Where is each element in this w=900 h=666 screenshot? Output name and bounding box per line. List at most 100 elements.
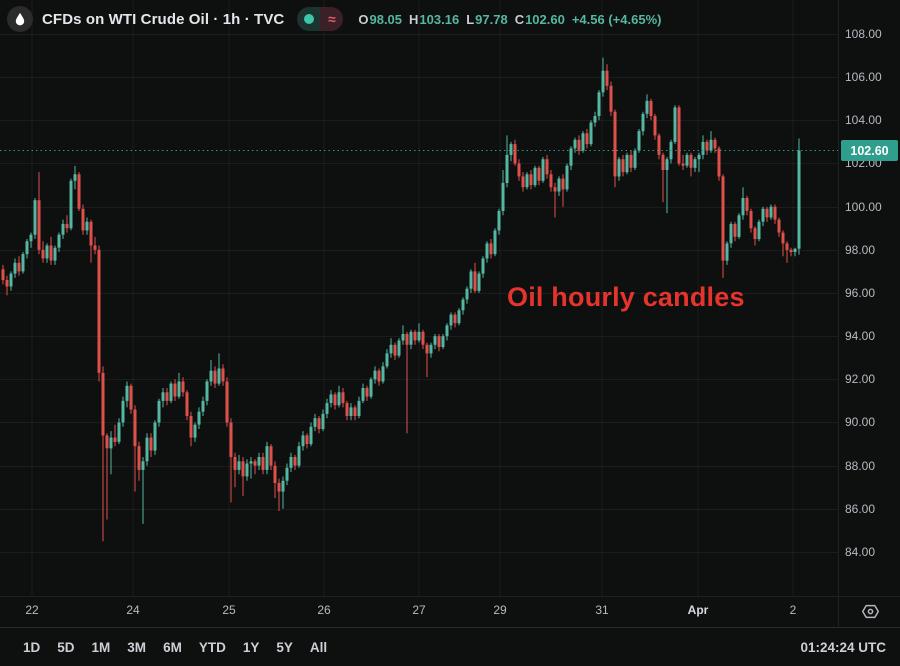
market-status-approx[interactable]: ≈ xyxy=(320,7,344,31)
candle xyxy=(769,206,773,218)
chart-text-annotation[interactable]: Oil hourly candles xyxy=(507,282,745,312)
candle xyxy=(465,288,469,300)
price-axis-divider xyxy=(838,0,839,627)
price-axis[interactable]: 108.00 106.00 104.00 102.00 100.00 98.00 96.00… xyxy=(838,0,900,596)
time-tick-label: 27 xyxy=(412,603,426,617)
candle xyxy=(609,85,613,112)
candle xyxy=(393,344,397,356)
candle xyxy=(105,435,109,449)
range-button-1y[interactable]: 1Y xyxy=(242,639,260,655)
candle xyxy=(665,159,669,170)
candle xyxy=(337,392,341,406)
candle xyxy=(161,392,165,401)
change-value: +4.56 (+4.65%) xyxy=(571,11,662,27)
candle xyxy=(229,422,233,457)
candle xyxy=(601,70,605,93)
candle xyxy=(385,353,389,367)
candle xyxy=(137,446,141,470)
candle xyxy=(101,372,105,436)
candle xyxy=(625,154,629,173)
close-value: 102.60 xyxy=(525,11,565,27)
candle xyxy=(173,383,177,397)
candle xyxy=(585,133,589,145)
candle xyxy=(81,208,85,231)
price-tick-label: 108.00 xyxy=(845,27,882,41)
candle xyxy=(345,403,349,416)
candle xyxy=(549,174,553,188)
candle xyxy=(441,336,445,347)
candle xyxy=(373,370,377,380)
candle xyxy=(245,463,249,477)
candle xyxy=(309,426,313,445)
candle xyxy=(249,461,253,464)
candle xyxy=(397,340,401,356)
candle xyxy=(433,336,437,345)
candle xyxy=(201,400,205,412)
candle xyxy=(697,154,701,160)
candle xyxy=(125,385,129,401)
price-tick-label: 86.00 xyxy=(845,501,876,516)
candle xyxy=(305,435,309,444)
time-axis[interactable]: 22 24 25 26 27 29 31 Apr 2 xyxy=(0,596,900,627)
candle xyxy=(477,273,481,291)
gear-icon[interactable] xyxy=(860,601,881,622)
candle xyxy=(657,135,661,155)
candle xyxy=(489,243,493,255)
low-value: 97.78 xyxy=(475,11,508,27)
candle xyxy=(389,344,393,354)
candle xyxy=(641,113,645,132)
candle xyxy=(509,144,513,155)
candle xyxy=(5,280,9,287)
candle xyxy=(653,116,657,136)
candle xyxy=(1,269,5,281)
candle xyxy=(333,394,337,406)
candle xyxy=(405,334,409,345)
candle xyxy=(41,249,45,259)
clock-utc[interactable]: 01:24:24 UTC xyxy=(800,639,886,655)
candle xyxy=(501,182,505,211)
range-button-5d[interactable]: 5D xyxy=(57,639,75,655)
candle xyxy=(85,221,89,231)
range-button-1d[interactable]: 1D xyxy=(23,639,41,655)
range-button-6m[interactable]: 6M xyxy=(163,639,182,655)
market-status-open[interactable] xyxy=(297,7,321,31)
candle xyxy=(485,243,489,259)
candle xyxy=(313,418,317,427)
range-button-all[interactable]: All xyxy=(309,639,328,655)
candle xyxy=(37,200,41,250)
candle xyxy=(257,457,261,466)
candle xyxy=(429,344,433,354)
symbol-logo-button[interactable] xyxy=(7,6,33,32)
candle xyxy=(677,107,681,164)
candle xyxy=(237,461,241,470)
price-tick-label: 90.00 xyxy=(845,415,876,430)
time-tick-label: Apr xyxy=(687,603,709,617)
candle xyxy=(9,273,13,287)
ohlc-legend: O 98.05 H 103.16 L 97.78 C 102.60 +4.56 (+4.… xyxy=(358,12,661,27)
last-price-badge: 102.60 xyxy=(841,140,898,162)
candle xyxy=(49,245,53,261)
range-button-3m[interactable]: 3M xyxy=(127,639,147,655)
range-button-1m[interactable]: 1M xyxy=(91,639,111,655)
candle xyxy=(65,223,69,229)
market-status-pill[interactable]: ≈ xyxy=(297,7,344,31)
candle xyxy=(269,446,273,466)
candle xyxy=(461,299,465,311)
symbol-title[interactable]: CFDs on WTI Crude Oil · 1h · TVC xyxy=(42,10,285,28)
candle xyxy=(241,461,245,477)
candle xyxy=(493,230,497,255)
candle xyxy=(301,435,305,447)
candle xyxy=(341,392,345,404)
range-button-ytd[interactable]: YTD xyxy=(198,639,226,655)
range-button-5y[interactable]: 5Y xyxy=(276,639,293,655)
approx-icon: ≈ xyxy=(328,11,336,27)
time-tick-label: 29 xyxy=(493,603,507,617)
candle xyxy=(613,111,617,177)
candle xyxy=(793,248,797,252)
candle xyxy=(597,92,601,116)
candle xyxy=(73,174,77,181)
candle xyxy=(589,122,593,145)
open-value: 98.05 xyxy=(369,11,403,27)
candle xyxy=(517,163,521,177)
